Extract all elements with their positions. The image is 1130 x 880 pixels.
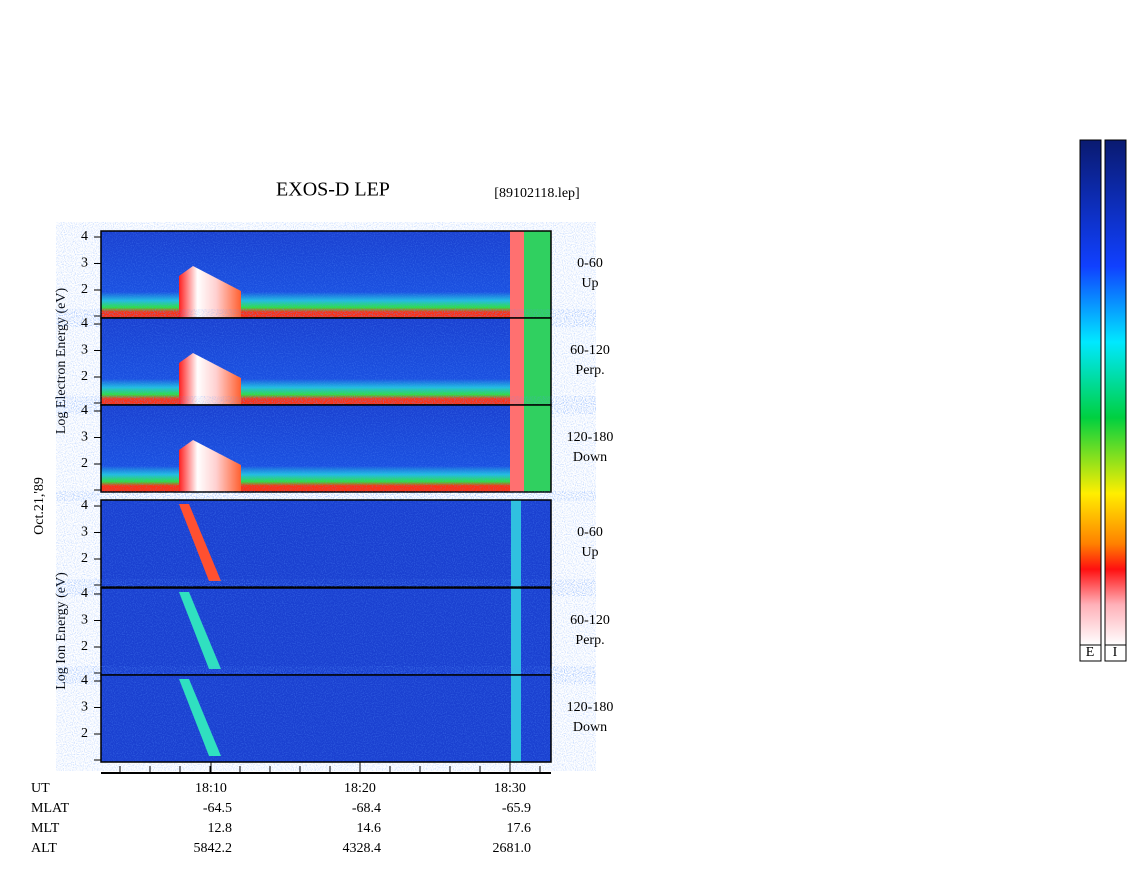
y-tick-label: 4	[81, 229, 88, 244]
orbit-value: 17.6	[507, 821, 532, 836]
panel-label: 0-60	[577, 525, 603, 540]
panel-sublabel: Perp.	[575, 633, 604, 648]
spectrogram-noise	[101, 675, 551, 762]
date-label: Oct.21,'89	[32, 477, 47, 535]
orbit-value: -64.5	[203, 801, 232, 816]
y-tick-label: 2	[81, 726, 88, 741]
y-tick-label: 3	[81, 613, 88, 628]
spectrogram-noise	[101, 318, 551, 405]
colorbar	[1104, 139, 1127, 646]
time-label: 18:20	[344, 781, 376, 796]
orbit-value: 5842.2	[194, 841, 233, 856]
y-tick-label: 2	[81, 551, 88, 566]
y-tick-label: 4	[81, 673, 88, 688]
spectrogram-feature	[179, 266, 241, 318]
spectrogram-feature	[511, 588, 521, 675]
panel-frame	[100, 674, 552, 763]
y-tick-label: 2	[81, 456, 88, 471]
panel-label: 120-180	[567, 430, 614, 445]
panel-label: 120-180	[567, 700, 614, 715]
colorbar-label-box	[1104, 644, 1127, 662]
time-label: 18:30	[494, 781, 526, 796]
spectrogram-noise	[101, 500, 551, 587]
spectrogram-feature	[524, 231, 551, 318]
spectrogram-feature	[510, 231, 524, 318]
panel-sublabel: Down	[573, 720, 607, 735]
orbit-value: 14.6	[357, 821, 382, 836]
y-tick-label: 4	[81, 498, 88, 513]
spectrogram-noise	[101, 588, 551, 675]
spectrogram-feature	[511, 500, 521, 587]
file-name: [89102118.lep]	[494, 186, 579, 201]
spectrogram-noise	[101, 231, 551, 318]
panel-sublabel: Perp.	[575, 363, 604, 378]
panel-frame	[100, 404, 552, 493]
spectrogram-feature	[510, 318, 524, 405]
y-tick-label: 3	[81, 343, 88, 358]
spectrogram-feature	[510, 405, 524, 492]
colorbar-label: I	[1113, 645, 1118, 660]
spectrogram-feature	[179, 504, 221, 581]
panel-label: 60-120	[570, 613, 610, 628]
y-tick-label: 2	[81, 639, 88, 654]
panel-sublabel: Down	[573, 450, 607, 465]
orbit-label: MLAT	[31, 801, 70, 816]
spectrogram-noise	[101, 405, 551, 492]
title: EXOS-D LEP	[276, 179, 390, 201]
y-tick-label: 3	[81, 430, 88, 445]
y-tick-label: 2	[81, 369, 88, 384]
y-tick-label: 2	[81, 282, 88, 297]
y-tick-label: 4	[81, 586, 88, 601]
orbit-value: -68.4	[352, 801, 381, 816]
y-tick-label: 3	[81, 525, 88, 540]
orbit-label: MLT	[31, 821, 60, 836]
panel-frame	[100, 499, 552, 588]
spectrogram-feature	[524, 405, 551, 492]
orbit-label: UT	[31, 781, 50, 796]
spectrogram-feature	[511, 675, 521, 762]
spectrogram-feature	[179, 440, 241, 492]
orbit-value: -65.9	[502, 801, 531, 816]
electron-axis-label: Log Electron Energy (eV)	[54, 288, 69, 435]
y-tick-label: 3	[81, 256, 88, 271]
orbit-value: 2681.0	[493, 841, 532, 856]
orbit-value: 12.8	[208, 821, 233, 836]
spectrogram-feature	[179, 592, 221, 669]
colorbar-label-box	[1079, 644, 1102, 662]
orbit-label: ALT	[31, 841, 57, 856]
colorbar	[1079, 139, 1102, 646]
panel-sublabel: Up	[581, 545, 598, 560]
time-label: 18:10	[195, 781, 227, 796]
spectrogram-feature	[179, 679, 221, 756]
orbit-value: 4328.4	[343, 841, 382, 856]
ion-axis-label: Log Ion Energy (eV)	[54, 572, 69, 690]
panel-sublabel: Up	[581, 276, 598, 291]
panel-label: 60-120	[570, 343, 610, 358]
colorbar-label: E	[1086, 645, 1095, 660]
spectrogram-feature	[524, 318, 551, 405]
y-tick-label: 4	[81, 316, 88, 331]
panel-label: 0-60	[577, 256, 603, 271]
y-tick-label: 3	[81, 700, 88, 715]
spectrogram-feature	[179, 353, 241, 405]
y-tick-label: 4	[81, 403, 88, 418]
